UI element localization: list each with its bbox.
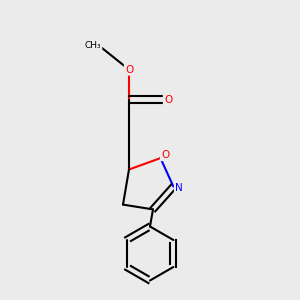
Text: CH₃: CH₃: [85, 40, 101, 50]
Text: N: N: [175, 183, 183, 193]
Text: O: O: [164, 94, 172, 105]
Text: O: O: [161, 150, 169, 160]
Text: O: O: [125, 64, 133, 75]
